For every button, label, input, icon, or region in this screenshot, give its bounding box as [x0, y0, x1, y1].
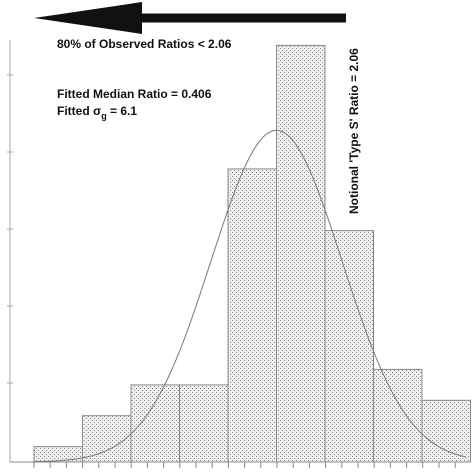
histogram-bars	[33, 44, 471, 463]
x-axis-ticks	[33, 462, 456, 468]
sigma-subscript: g	[101, 111, 107, 121]
histogram-bar	[421, 399, 471, 463]
arrow-annotation: 80% of Observed Ratios < 2.06	[57, 37, 232, 51]
histogram-bar	[130, 384, 180, 463]
histogram-bar	[33, 446, 83, 463]
sigma-annotation: Fitted σg = 6.1	[57, 104, 137, 121]
histogram-bar	[179, 384, 229, 463]
arrow-left-icon	[34, 2, 346, 34]
reference-line-label: Notional 'Type S' Ratio = 2.06	[347, 48, 361, 214]
sigma-prefix: Fitted σ	[57, 104, 101, 118]
histogram-bar	[324, 230, 374, 463]
histogram-bar	[373, 368, 423, 463]
sigma-suffix: = 6.1	[107, 104, 138, 118]
histogram-bar	[276, 44, 326, 463]
histogram-bar	[227, 168, 277, 463]
histogram-bar	[82, 415, 132, 463]
fitted-lognormal-curve	[33, 129, 467, 463]
y-axis-ticks	[7, 74, 13, 384]
median-annotation: Fitted Median Ratio = 0.406	[57, 87, 212, 101]
